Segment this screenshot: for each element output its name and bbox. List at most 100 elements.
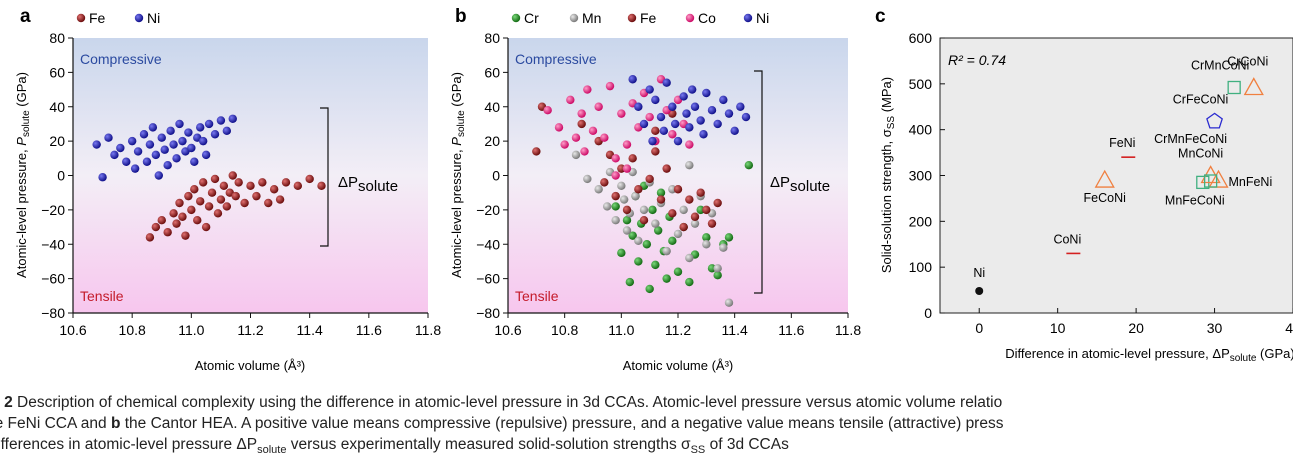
point-fe bbox=[216, 195, 226, 204]
y-tick-label: 0 bbox=[57, 168, 65, 184]
panel-b-points bbox=[532, 75, 754, 307]
point-cr bbox=[611, 202, 620, 211]
point-crfeconi bbox=[1206, 112, 1223, 129]
point-fe bbox=[169, 209, 178, 218]
point-co bbox=[605, 81, 615, 91]
point-fe bbox=[222, 202, 232, 211]
legend-label-co: Co bbox=[698, 10, 716, 26]
panel-c-points: Ni CoNi FeNi FeCoNi MnFeCoNi MnCoNi MnFeNi CrMn… bbox=[973, 55, 1272, 295]
y-tick-label: 0 bbox=[924, 305, 932, 321]
point-co bbox=[617, 109, 626, 118]
x-tick-label: 40 bbox=[1285, 320, 1293, 336]
x-tick-label: 30 bbox=[1207, 320, 1223, 336]
point-ni bbox=[201, 150, 211, 160]
point-cr bbox=[645, 284, 654, 294]
point-fe bbox=[651, 126, 660, 136]
panel-b-label: b bbox=[455, 6, 467, 27]
panel-b-ylabel: Atomic-level pressure, Psolute (GPa) bbox=[449, 72, 467, 278]
point-fe bbox=[275, 195, 285, 204]
point-ni bbox=[154, 171, 163, 180]
point-ni bbox=[204, 119, 214, 129]
point-co bbox=[583, 85, 592, 94]
point-ni bbox=[682, 109, 691, 118]
panel-b-tensile-label: Tensile bbox=[515, 288, 559, 304]
x-tick-label: 10.8 bbox=[551, 322, 578, 338]
legend-marker-fe bbox=[627, 13, 637, 23]
point-co bbox=[645, 112, 654, 122]
point-fe bbox=[151, 222, 161, 232]
caption-line-2: he FeNi CCA and b the Cantor HEA. A posi… bbox=[0, 415, 1004, 432]
point-mn bbox=[602, 202, 612, 211]
point-co bbox=[571, 133, 581, 142]
point-ni bbox=[741, 112, 751, 122]
point-crconi bbox=[1243, 77, 1264, 96]
point-fe bbox=[172, 219, 181, 228]
point-co bbox=[685, 140, 694, 149]
point-ni bbox=[228, 114, 237, 123]
legend-marker-mn bbox=[569, 13, 579, 23]
y-tick-label: 60 bbox=[484, 64, 500, 80]
point-fe bbox=[651, 147, 660, 156]
point-fe bbox=[628, 154, 637, 163]
point-cr bbox=[653, 226, 663, 235]
x-tick-label: 11.4 bbox=[722, 322, 748, 338]
point-mn bbox=[622, 226, 632, 235]
point-mn bbox=[690, 219, 700, 228]
point-cr bbox=[724, 233, 734, 242]
x-tick-label: 11.2 bbox=[237, 322, 263, 338]
point-fe bbox=[281, 178, 291, 187]
point-ni bbox=[707, 105, 717, 115]
y-tick-label: 100 bbox=[909, 259, 933, 275]
point-ni bbox=[670, 119, 680, 129]
point-ni bbox=[645, 85, 654, 94]
point-ni bbox=[116, 143, 125, 153]
point-ni bbox=[190, 157, 199, 166]
point-ni bbox=[139, 130, 149, 139]
point-ni bbox=[122, 157, 131, 166]
panel-b-axes: −80 −60 −40 −20 0 20 40 60 80 10.6 10.8 11.0 11.2 11.… bbox=[476, 30, 861, 338]
point-ni bbox=[198, 136, 208, 146]
point-label-coni: CoNi bbox=[1053, 232, 1081, 246]
point-ni bbox=[687, 85, 697, 94]
point-mn bbox=[719, 243, 728, 252]
y-tick-label: 40 bbox=[484, 99, 500, 115]
y-tick-label: 20 bbox=[49, 133, 65, 149]
point-fe bbox=[264, 198, 273, 208]
point-ni bbox=[110, 150, 119, 160]
panel-c-plot-area bbox=[939, 37, 1293, 314]
point-ni bbox=[668, 102, 677, 111]
point-ni bbox=[639, 119, 649, 129]
point-cr bbox=[673, 267, 683, 276]
point-ni bbox=[172, 154, 181, 163]
point-ni bbox=[659, 126, 669, 136]
panel-b-plot-area bbox=[508, 38, 848, 313]
point-fe bbox=[258, 178, 267, 187]
panel-c-r2-label: R² = 0.74 bbox=[948, 52, 1006, 68]
legend-label-cr: Cr bbox=[524, 10, 539, 26]
point-mn bbox=[673, 229, 683, 239]
legend-marker-ni bbox=[134, 13, 144, 23]
panel-c-xlabel: Difference in atomic-level pressure, ΔPs… bbox=[1005, 346, 1293, 364]
point-mn bbox=[662, 246, 671, 256]
point-fe bbox=[201, 222, 211, 232]
point-cr bbox=[668, 236, 677, 246]
point-fe bbox=[645, 174, 654, 184]
point-label-feconi: FeCoNi bbox=[1084, 191, 1126, 205]
point-fe bbox=[204, 202, 214, 211]
point-ni bbox=[160, 145, 169, 154]
point-fe bbox=[219, 181, 229, 191]
point-cr bbox=[662, 274, 671, 283]
panel-a-bracket-label: ΔPsolute bbox=[338, 174, 398, 195]
caption-line-3: Differences in atomic-level pressure ΔPs… bbox=[0, 436, 789, 457]
point-mn bbox=[685, 160, 694, 170]
point-ni bbox=[178, 136, 187, 146]
point-fe bbox=[187, 205, 196, 215]
point-ni bbox=[696, 116, 705, 125]
y-tick-label: −60 bbox=[41, 271, 65, 287]
y-tick-label: 60 bbox=[49, 64, 65, 80]
y-tick-label: 80 bbox=[484, 30, 500, 46]
point-fe bbox=[234, 178, 243, 187]
y-tick-label: −60 bbox=[476, 271, 500, 287]
point-fe bbox=[246, 181, 255, 191]
point-fe bbox=[193, 215, 202, 225]
